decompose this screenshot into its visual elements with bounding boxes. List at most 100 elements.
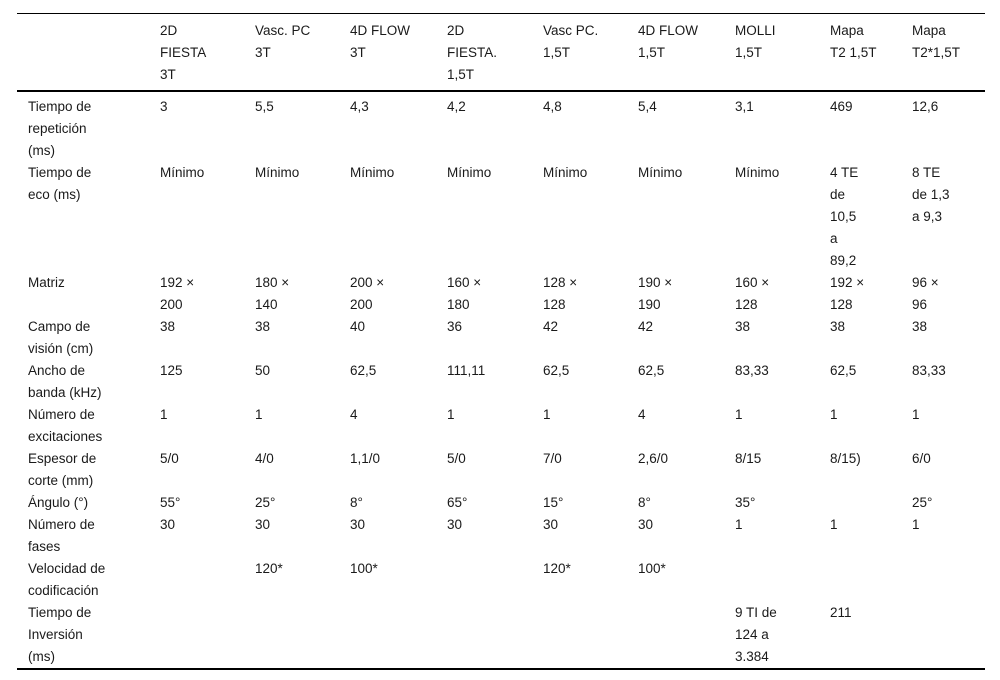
row-label: Velocidad de codificación <box>28 561 106 598</box>
table-cell: 1 <box>912 517 920 532</box>
table-cell: 4 TE de 10,5 a 89,2 <box>830 165 859 268</box>
table-cell: 8° <box>350 495 363 510</box>
table-cell: 62,5 <box>830 363 857 378</box>
table-cell: 83,33 <box>912 363 946 378</box>
table-cell: 192 × 128 <box>830 275 865 312</box>
table-cell: 5/0 <box>447 451 466 466</box>
table-header: 2D FIESTA 3T Vasc. PC 3T 4D FLOW 3T 2D FIES… <box>17 14 985 91</box>
table-cell: 128 × 128 <box>543 275 578 312</box>
table-row: Ángulo (°) 55° 25° 8° 65° 15° 8° 35° 25° <box>17 492 985 514</box>
table-cell: 180 × 140 <box>255 275 290 312</box>
table-row: Número de excitaciones 1 1 4 1 1 4 1 1 1 <box>17 404 985 448</box>
table-cell: 8 TE de 1,3 a 9,3 <box>912 165 950 224</box>
table-cell: 5/0 <box>160 451 179 466</box>
table-cell <box>735 558 830 602</box>
table-cell: 42 <box>543 319 559 334</box>
table-cell: Mínimo <box>638 165 683 180</box>
table-cell: 62,5 <box>543 363 570 378</box>
table-cell: 4,2 <box>447 99 466 114</box>
table-cell: 15° <box>543 495 564 510</box>
row-label: Número de fases <box>28 517 95 554</box>
table-cell: 30 <box>350 517 366 532</box>
column-header: Vasc. PC 3T <box>255 23 311 60</box>
table-cell: 1 <box>735 407 743 422</box>
table-cell: 25° <box>912 495 933 510</box>
table-cell: Mínimo <box>447 165 492 180</box>
table-cell: 42 <box>638 319 654 334</box>
table-cell <box>638 602 735 669</box>
table-cell <box>350 602 447 669</box>
table-cell: 8° <box>638 495 651 510</box>
table-cell: 36 <box>447 319 463 334</box>
table-row: Matriz 192 × 200 180 × 140 200 × 200 160 × 1… <box>17 272 985 316</box>
table-cell <box>447 602 543 669</box>
column-header: 2D FIESTA. 1,5T <box>447 23 498 82</box>
table-cell: 30 <box>447 517 463 532</box>
table-row: Velocidad de codificación 120* 100* 120* 100… <box>17 558 985 602</box>
table-cell: 190 × 190 <box>638 275 673 312</box>
table-row: Espesor de corte (mm) 5/0 4/0 1,1/0 5/0 7/0 2,… <box>17 448 985 492</box>
table-cell: 1 <box>830 407 838 422</box>
row-label: Tiempo de repetición (ms) <box>28 99 92 158</box>
table-cell: 200 × 200 <box>350 275 385 312</box>
row-label: Ancho de banda (kHz) <box>28 363 102 400</box>
table-cell: 1 <box>160 407 168 422</box>
table-cell: 120* <box>255 561 283 576</box>
table-cell: 7/0 <box>543 451 562 466</box>
table-cell <box>543 602 638 669</box>
table-cell: 1 <box>912 407 920 422</box>
table-cell <box>912 558 985 602</box>
table-cell: 12,6 <box>912 99 939 114</box>
table-cell: 6/0 <box>912 451 931 466</box>
table-cell <box>830 492 912 514</box>
table-cell <box>447 558 543 602</box>
table-row: Campo de visión (cm) 38 38 40 36 42 42 38 38 38 <box>17 316 985 360</box>
table-cell: 160 × 128 <box>735 275 770 312</box>
mri-sequence-parameters-table: 2D FIESTA 3T Vasc. PC 3T 4D FLOW 3T 2D FIES… <box>17 13 985 670</box>
table-row: Tiempo de repetición (ms) 3 5,5 4,3 4,2 4,8 5,… <box>17 91 985 162</box>
table-cell: 5,4 <box>638 99 657 114</box>
table-cell: Mínimo <box>735 165 780 180</box>
table-cell: 1 <box>543 407 551 422</box>
table-cell: 65° <box>447 495 468 510</box>
table-cell: 4 <box>350 407 358 422</box>
table-cell: 4,3 <box>350 99 369 114</box>
column-header: Mapa T2 1,5T <box>830 23 877 60</box>
table-cell: 3,1 <box>735 99 754 114</box>
column-header: 4D FLOW 3T <box>350 23 411 60</box>
table-cell: 3 <box>160 99 168 114</box>
table-cell: Mínimo <box>350 165 395 180</box>
table-cell: 30 <box>160 517 176 532</box>
table-cell <box>830 558 912 602</box>
table-cell: 125 <box>160 363 183 378</box>
table-cell: 30 <box>255 517 271 532</box>
table-cell: 35° <box>735 495 756 510</box>
table-cell: 1 <box>830 517 838 532</box>
row-label: Número de excitaciones <box>28 407 103 444</box>
table-cell: 38 <box>160 319 176 334</box>
table-cell: 1 <box>735 517 743 532</box>
table-cell: 1 <box>447 407 455 422</box>
row-label: Tiempo de eco (ms) <box>28 165 92 202</box>
table-row: Tiempo de eco (ms) Mínimo Mínimo Mínimo Míni… <box>17 162 985 272</box>
header-row: 2D FIESTA 3T Vasc. PC 3T 4D FLOW 3T 2D FIES… <box>17 14 985 91</box>
row-label: Tiempo de Inversión (ms) <box>28 605 92 664</box>
table-row: Ancho de banda (kHz) 125 50 62,5 111,11 62,5 6… <box>17 360 985 404</box>
column-header: MOLLI 1,5T <box>735 23 776 60</box>
table-cell: 4 <box>638 407 646 422</box>
column-header: Mapa T2*1,5T <box>912 23 961 60</box>
table-cell: 4/0 <box>255 451 274 466</box>
table-cell: 160 × 180 <box>447 275 482 312</box>
table-cell: 469 <box>830 99 853 114</box>
table-row: Número de fases 30 30 30 30 30 30 1 1 1 <box>17 514 985 558</box>
table-cell: 120* <box>543 561 571 576</box>
table-cell <box>912 602 985 669</box>
table-cell: Mínimo <box>543 165 588 180</box>
table-cell: 50 <box>255 363 271 378</box>
column-header: 4D FLOW 1,5T <box>638 23 699 60</box>
table-cell: 30 <box>638 517 654 532</box>
table-cell: 100* <box>638 561 666 576</box>
table-row: Tiempo de Inversión (ms) 9 TI de 124 a 3.… <box>17 602 985 669</box>
table-cell: 1,1/0 <box>350 451 381 466</box>
